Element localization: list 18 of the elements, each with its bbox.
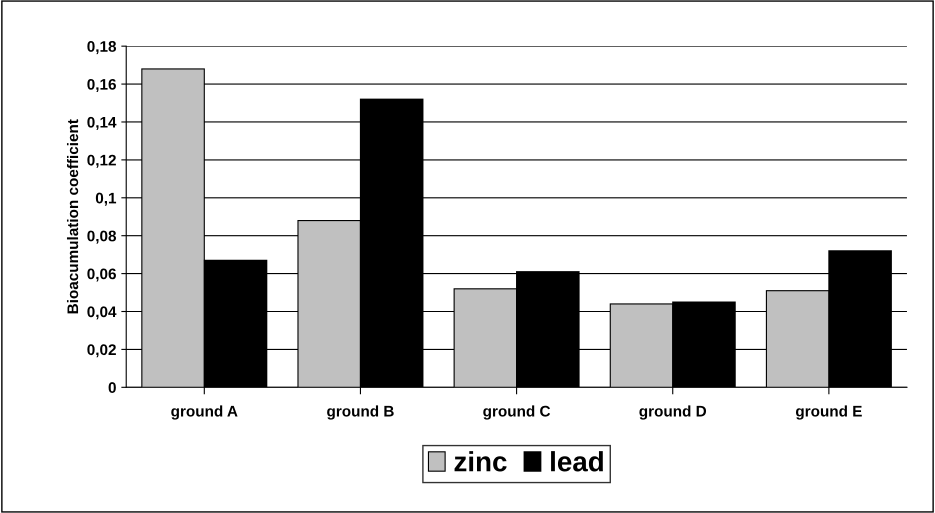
y-tick-label: 0 xyxy=(108,382,116,393)
y-axis-title: Bioacumulation coefficient xyxy=(66,119,78,314)
x-tick-label: ground D xyxy=(639,405,706,420)
y-tick-label: 0,08 xyxy=(87,230,116,244)
y-tick-label: 0,06 xyxy=(87,268,116,282)
legend-label: lead xyxy=(551,451,603,472)
x-tick-label: ground C xyxy=(483,405,550,420)
x-tick-label: ground A xyxy=(171,405,238,420)
y-tick-label: 0,1 xyxy=(96,192,116,206)
y-tick-label: 0,14 xyxy=(87,116,116,130)
y-tick-label: 0,02 xyxy=(87,344,116,358)
x-tick-label: ground E xyxy=(796,405,862,420)
x-tick-label: ground B xyxy=(327,405,394,420)
y-tick-label: 0,04 xyxy=(87,306,116,320)
legend-label: zinc xyxy=(454,451,507,472)
y-tick-label: 0,18 xyxy=(87,41,116,54)
y-tick-label: 0,16 xyxy=(87,78,116,92)
y-tick-label: 0,12 xyxy=(87,154,116,168)
